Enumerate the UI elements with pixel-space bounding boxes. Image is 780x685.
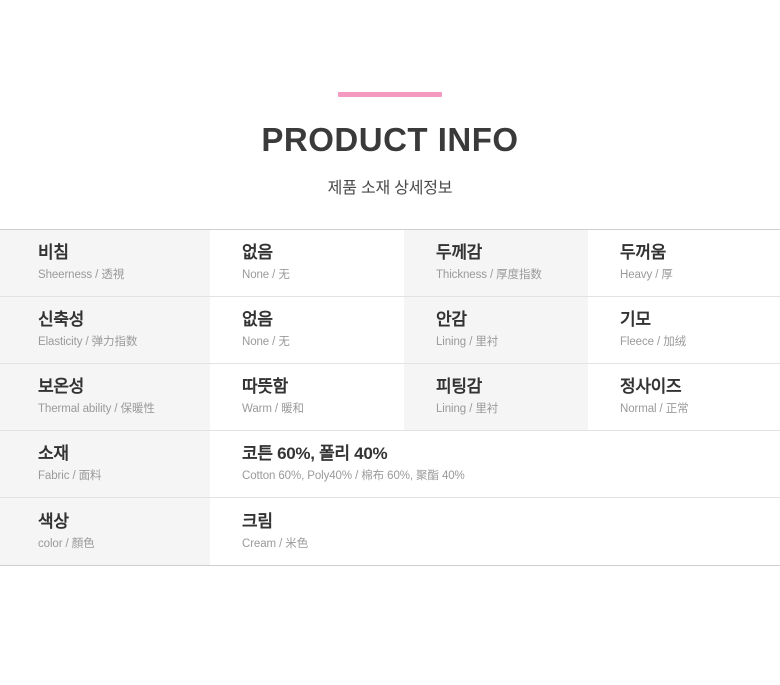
row-value-sub: None / 无 [242,269,290,282]
page-subtitle: 제품 소재 상세정보 [327,179,453,197]
row-label-cell-2: 피팅감 Lining / 里衬 [404,364,588,430]
row-value-sub-2: Normal / 正常 [620,403,689,416]
row-value-cell: 코튼 60%, 폴리 40% Cotton 60%, Poly40% / 棉布 … [210,431,780,497]
row-label-sub: Elasticity / 弹力指数 [38,336,138,349]
row-label-ko-2: 피팅감 [436,377,483,397]
row-label-ko-2: 두께감 [436,243,483,263]
row-label-sub-2: Thickness / 厚度指数 [436,269,542,282]
row-value-sub-2: Heavy / 厚 [620,269,673,282]
row-value-cell-2: 정사이즈 Normal / 正常 [588,364,780,430]
row-value-cell-2: 두꺼움 Heavy / 厚 [588,230,780,296]
row-label-ko-2: 안감 [436,310,467,330]
row-label-sub: Sheerness / 透視 [38,269,125,282]
table-row: 색상 color / 顏色 크림 Cream / 米色 [0,498,780,565]
row-value-ko-2: 기모 [620,310,651,330]
row-value-cell: 없음 None / 无 [210,230,404,296]
row-label-cell: 보온성 Thermal ability / 保暖性 [0,364,210,430]
table-row: 보온성 Thermal ability / 保暖性 따뜻함 Warm / 暖和 … [0,364,780,431]
page-title: PRODUCT INFO [261,121,519,158]
row-label-ko: 비침 [38,243,69,263]
row-label-cell: 소재 Fabric / 面料 [0,431,210,497]
row-value-cell-2: 기모 Fleece / 加绒 [588,297,780,363]
row-label-ko: 색상 [38,511,69,531]
row-value-cell: 크림 Cream / 米色 [210,498,780,565]
row-value-ko: 없음 [242,310,273,330]
row-value-sub: Cotton 60%, Poly40% / 棉布 60%, 聚酯 40% [242,470,465,483]
row-label-cell: 비침 Sheerness / 透視 [0,230,210,296]
row-label-ko: 보온성 [38,377,85,397]
row-label-ko: 소재 [38,444,69,464]
row-label-cell-2: 두께감 Thickness / 厚度指数 [404,230,588,296]
table-row: 비침 Sheerness / 透視 없음 None / 无 두께감 Thickn… [0,230,780,297]
row-label-sub-2: Lining / 里衬 [436,403,499,416]
row-label-cell: 신축성 Elasticity / 弹力指数 [0,297,210,363]
row-value-sub: Warm / 暖和 [242,403,304,416]
row-label-sub: Fabric / 面料 [38,470,102,483]
row-value-ko: 따뜻함 [242,377,289,397]
row-label-cell-2: 안감 Lining / 里衬 [404,297,588,363]
row-label-cell: 색상 color / 顏色 [0,498,210,565]
row-value-cell: 없음 None / 无 [210,297,404,363]
row-label-sub-2: Lining / 里衬 [436,336,499,349]
table-row: 소재 Fabric / 面料 코튼 60%, 폴리 40% Cotton 60%… [0,431,780,498]
row-value-ko: 없음 [242,243,273,263]
row-value-ko-2: 두꺼움 [620,243,667,263]
row-value-sub-2: Fleece / 加绒 [620,336,687,349]
product-info-table: 비침 Sheerness / 透視 없음 None / 无 두께감 Thickn… [0,229,780,566]
row-value-ko: 크림 [242,511,273,531]
row-value-cell: 따뜻함 Warm / 暖和 [210,364,404,430]
row-label-sub: color / 顏色 [38,537,95,550]
row-value-sub: None / 无 [242,336,290,349]
row-label-sub: Thermal ability / 保暖性 [38,403,155,416]
row-value-sub: Cream / 米色 [242,537,309,550]
accent-bar [338,92,442,97]
row-value-ko: 코튼 60%, 폴리 40% [242,444,388,464]
row-value-ko-2: 정사이즈 [620,377,682,397]
table-row: 신축성 Elasticity / 弹力指数 없음 None / 无 안감 Lin… [0,297,780,364]
row-label-ko: 신축성 [38,310,85,330]
page-header: PRODUCT INFO 제품 소재 상세정보 [0,0,780,198]
